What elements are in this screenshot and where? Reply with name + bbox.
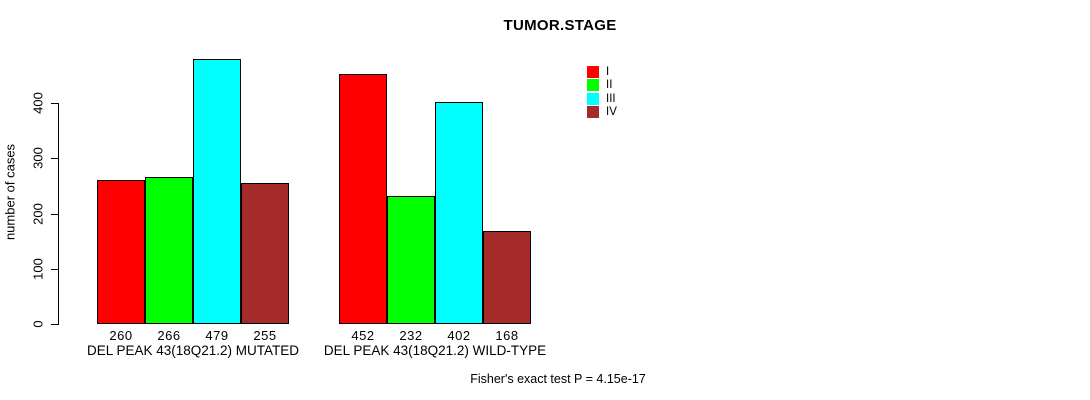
bar-stage-II	[145, 177, 193, 324]
bar-value-label: 255	[253, 328, 277, 343]
y-tick-label: 0	[30, 320, 46, 328]
legend-swatch	[587, 66, 599, 78]
bar-value-label: 402	[447, 328, 471, 343]
legend-label: I	[606, 66, 610, 78]
legend-swatch	[587, 79, 599, 92]
bar-value-label: 232	[399, 328, 423, 343]
bar-stage-II	[387, 196, 435, 324]
y-tick-mark	[51, 213, 58, 215]
legend-item-III: III	[587, 92, 617, 105]
bar-stage-I	[339, 74, 387, 324]
group-label: DEL PEAK 43(18Q21.2) MUTATED	[86, 343, 300, 358]
bar-value-label: 168	[495, 328, 519, 343]
y-tick-mark	[51, 158, 58, 160]
y-tick-label: 300	[30, 147, 46, 170]
legend-swatch	[587, 106, 599, 119]
y-axis-line	[58, 103, 59, 325]
y-tick-label: 400	[30, 92, 46, 114]
legend-label: III	[606, 92, 616, 105]
legend: I II III IV	[587, 66, 617, 120]
chart-title: TUMOR.STAGE	[503, 17, 617, 34]
bar-value-label: 479	[205, 328, 229, 343]
bar-value-label: 266	[157, 328, 181, 343]
group-label: DEL PEAK 43(18Q21.2) WILD-TYPE	[323, 343, 547, 358]
fisher-test-annotation: Fisher's exact test P = 4.15e-17	[470, 372, 646, 386]
legend-label: II	[606, 79, 613, 92]
y-tick-mark	[51, 268, 58, 270]
legend-item-I: I	[587, 66, 617, 78]
y-tick-label: 100	[30, 257, 46, 280]
bar-stage-I	[97, 180, 145, 324]
y-axis-label: number of cases	[2, 143, 18, 241]
bar-value-label: 260	[109, 328, 133, 343]
y-tick-label: 200	[30, 202, 46, 225]
legend-item-IV: IV	[587, 106, 617, 119]
bar-stage-III	[193, 59, 241, 324]
legend-label: IV	[606, 106, 617, 119]
y-tick-mark	[51, 324, 58, 325]
bar-value-label: 452	[351, 328, 375, 343]
legend-swatch	[587, 92, 599, 105]
legend-item-II: II	[587, 79, 617, 92]
bar-stage-IV	[483, 231, 531, 324]
bar-stage-III	[435, 102, 483, 324]
bar-stage-IV	[241, 183, 289, 324]
y-tick-mark	[51, 103, 58, 104]
